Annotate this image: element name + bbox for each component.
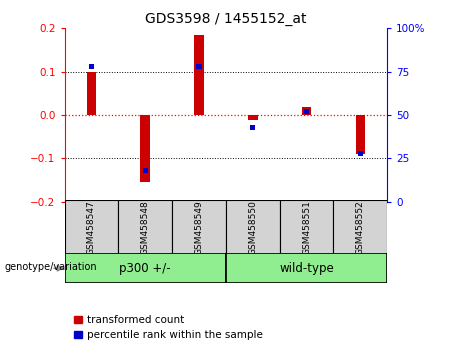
Bar xyxy=(358,150,363,156)
Bar xyxy=(248,115,258,120)
Text: genotype/variation: genotype/variation xyxy=(5,262,97,272)
FancyBboxPatch shape xyxy=(172,200,226,255)
FancyBboxPatch shape xyxy=(226,253,387,283)
Bar xyxy=(304,109,309,114)
Text: p300 +/-: p300 +/- xyxy=(119,262,171,275)
Bar xyxy=(142,168,148,173)
Text: GSM458552: GSM458552 xyxy=(356,200,365,255)
FancyBboxPatch shape xyxy=(333,200,387,255)
FancyBboxPatch shape xyxy=(118,200,172,255)
Bar xyxy=(250,125,255,130)
Bar xyxy=(194,35,204,115)
FancyBboxPatch shape xyxy=(226,200,280,255)
Legend: transformed count, percentile rank within the sample: transformed count, percentile rank withi… xyxy=(70,311,267,344)
Text: GSM458549: GSM458549 xyxy=(195,200,203,255)
FancyBboxPatch shape xyxy=(280,200,333,255)
Text: GSM458548: GSM458548 xyxy=(141,200,150,255)
Bar xyxy=(196,64,201,69)
Text: GSM458547: GSM458547 xyxy=(87,200,96,255)
Bar xyxy=(301,107,311,115)
Text: GSM458551: GSM458551 xyxy=(302,200,311,255)
Title: GDS3598 / 1455152_at: GDS3598 / 1455152_at xyxy=(145,12,307,26)
Bar xyxy=(140,115,150,182)
Bar xyxy=(355,115,365,154)
Text: GSM458550: GSM458550 xyxy=(248,200,257,255)
Bar xyxy=(89,64,94,69)
Text: wild-type: wild-type xyxy=(279,262,334,275)
FancyBboxPatch shape xyxy=(65,253,226,283)
Bar xyxy=(87,72,96,115)
FancyBboxPatch shape xyxy=(65,200,118,255)
